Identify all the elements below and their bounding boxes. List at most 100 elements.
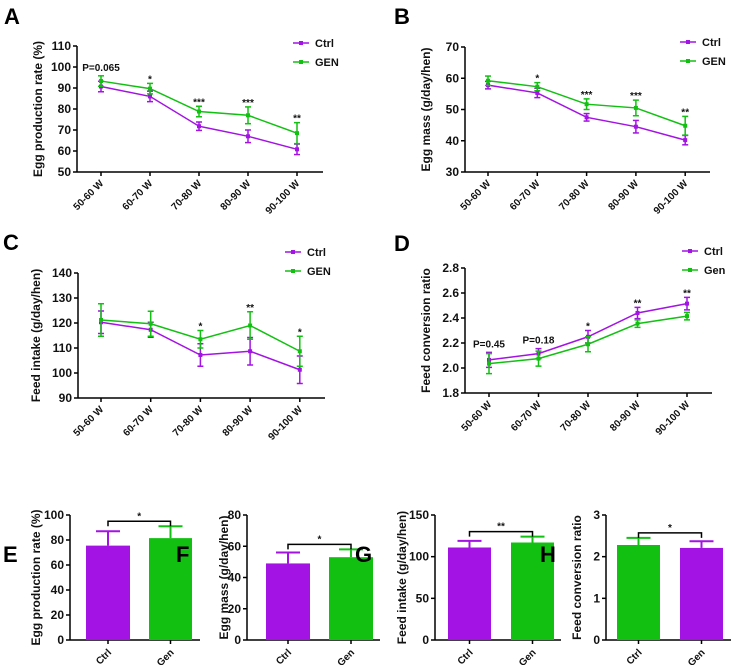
y-tick-label: 40 (446, 134, 460, 148)
legend-marker (291, 250, 295, 254)
data-point (633, 105, 638, 110)
significance-annotation: P=0.065 (82, 63, 120, 74)
legend-marker (688, 249, 692, 253)
data-point (295, 131, 299, 136)
data-point (99, 79, 103, 84)
y-tick-label: 1.8 (442, 386, 459, 400)
legend-marker (686, 59, 690, 63)
data-point (685, 314, 689, 319)
y-axis-label: Egg production rate (%) (31, 41, 45, 177)
y-axis-label: Egg mass (g/day/hen) (419, 47, 433, 171)
y-tick-label: 30 (446, 165, 460, 179)
x-tick-label: 90-100 W (654, 399, 693, 438)
x-tick-label: 70-80 W (559, 399, 594, 434)
y-tick-label: 80 (58, 102, 72, 116)
data-point (683, 138, 688, 143)
y-tick-label: 100 (52, 366, 72, 380)
bar-gen (149, 538, 192, 640)
panel-label: B (394, 4, 410, 29)
significance-annotation: * (298, 327, 302, 338)
data-point (535, 84, 540, 89)
data-point (246, 113, 250, 118)
data-point (536, 356, 541, 361)
x-tick-label: Ctrl (456, 647, 476, 665)
y-tick-label: 0 (234, 633, 241, 647)
x-tick-label: 80-90 W (607, 178, 642, 213)
legend-label: Ctrl (704, 246, 723, 258)
y-axis-label: Egg production rate (%) (29, 510, 43, 646)
bar-ctrl (617, 545, 660, 640)
significance-annotation: * (535, 74, 539, 85)
bar-gen (511, 542, 554, 640)
panel-label: E (3, 542, 18, 567)
significance-annotation: * (668, 523, 672, 534)
significance-annotation: * (148, 74, 152, 85)
panel-label: A (4, 4, 20, 29)
x-tick-label: 50-60 W (459, 178, 494, 213)
legend-label: GEN (315, 57, 339, 69)
significance-bracket (468, 530, 534, 537)
data-point (584, 115, 589, 120)
x-tick-label: 60-70 W (508, 178, 543, 213)
bar-ctrl (266, 563, 310, 640)
y-tick-label: 40 (51, 583, 65, 597)
panel-a: 50 60 70 80 90 100 110 Egg production rate (%) A… (4, 4, 339, 217)
data-point (248, 349, 253, 354)
data-point (297, 367, 302, 372)
x-tick-label: 50-60 W (460, 399, 495, 434)
significance-annotation: * (318, 534, 322, 545)
bar-ctrl (448, 547, 491, 640)
y-tick-label: 60 (446, 71, 460, 85)
y-tick-label: 70 (58, 123, 72, 137)
x-tick-label: 50-60 W (72, 404, 107, 439)
y-tick-label: 2.0 (442, 361, 459, 375)
legend-marker (299, 60, 303, 64)
y-tick-label: 0 (593, 633, 600, 647)
y-tick-label: 70 (446, 40, 460, 54)
x-tick-label: 60-70 W (509, 399, 544, 434)
y-tick-label: 3 (593, 508, 600, 522)
y-tick-label: 150 (409, 508, 429, 522)
x-tick-label: Ctrl (274, 647, 294, 665)
y-tick-label: 2.6 (442, 286, 459, 300)
significance-annotation: ** (634, 298, 642, 309)
y-axis-label: Feed intake (g/day/hen) (395, 511, 409, 644)
x-tick-label: Ctrl (94, 647, 114, 665)
data-point (683, 123, 688, 128)
significance-annotation: * (586, 322, 590, 333)
y-axis-label: Feed conversion ratio (570, 515, 584, 640)
significance-annotation: *** (193, 97, 205, 108)
y-tick-label: 60 (228, 539, 242, 553)
legend-label: GEN (307, 266, 331, 278)
y-tick-label: 20 (51, 608, 65, 622)
significance-bracket (637, 532, 703, 538)
x-tick-label: 90-100 W (264, 178, 303, 217)
x-tick-label: 80-90 W (221, 404, 256, 439)
series-line-ctrl (100, 85, 298, 151)
y-tick-label: 100 (44, 508, 64, 522)
panel-label: G (355, 542, 372, 567)
significance-annotation: ** (497, 522, 505, 533)
y-tick-label: 140 (52, 266, 72, 280)
data-point (198, 337, 203, 342)
x-tick-label: 80-90 W (219, 178, 254, 213)
data-point (486, 78, 490, 83)
panel-b: 30 40 50 60 70 Egg mass (g/day/hen) B 50-60 W 60… (394, 4, 726, 217)
significance-annotation: *** (581, 90, 593, 101)
data-point (297, 349, 302, 354)
panel-d: 1.8 2.0 2.2 2.4 2.6 2.8 Feed conversion ratio D… (394, 231, 726, 438)
y-tick-label: 110 (53, 341, 73, 355)
data-point (295, 147, 299, 152)
y-tick-label: 100 (409, 550, 429, 564)
y-tick-label: 110 (52, 39, 72, 53)
y-tick-label: 1 (593, 591, 600, 605)
significance-annotation: *** (630, 91, 642, 102)
data-point (198, 353, 203, 357)
x-tick-label: 70-80 W (171, 404, 206, 439)
x-tick-label: 90-100 W (266, 404, 305, 443)
data-point (584, 102, 589, 107)
data-point (635, 311, 640, 315)
